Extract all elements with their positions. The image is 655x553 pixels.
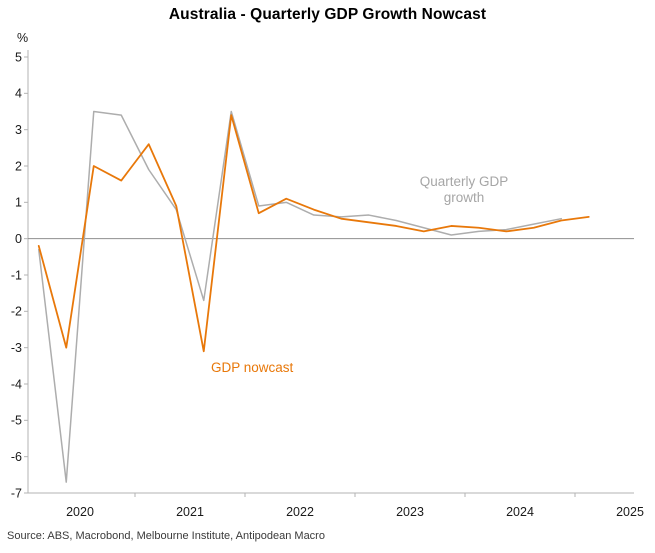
y-tick-label: -3 [11,341,22,355]
y-tick-label: 2 [15,159,22,173]
y-axis-unit-label: % [17,31,29,45]
y-tick-label: -4 [11,377,22,391]
x-tick-label: 2025 [616,505,644,519]
x-tick-label: 2020 [66,505,94,519]
x-tick-label: 2023 [396,505,424,519]
y-tick-label: -2 [11,305,22,319]
chart-title: Australia - Quarterly GDP Growth Nowcast [168,6,487,23]
x-tick-label: 2024 [506,505,534,519]
x-tick-label: 2021 [176,505,204,519]
y-tick-label: -7 [11,486,22,500]
y-tick-label: 0 [15,232,22,246]
y-tick-label: -5 [11,414,22,428]
y-tick-label: -1 [11,268,22,282]
y-tick-label: 3 [15,123,22,137]
x-tick-label: 2022 [286,505,314,519]
y-tick-label: 5 [15,50,22,64]
gdp-growth-line [38,110,562,483]
y-tick-label: 1 [15,196,22,210]
gdp-nowcast-line [37,114,590,353]
legend-gdp-nowcast-label: GDP nowcast [211,360,294,375]
y-tick-label: 4 [15,87,22,101]
y-tick-label: -6 [11,450,22,464]
legend-gdp-growth-label: Quarterly GDP growth [419,174,509,206]
source-note: Source: ABS, Macrobond, Melbourne Instit… [7,530,325,542]
